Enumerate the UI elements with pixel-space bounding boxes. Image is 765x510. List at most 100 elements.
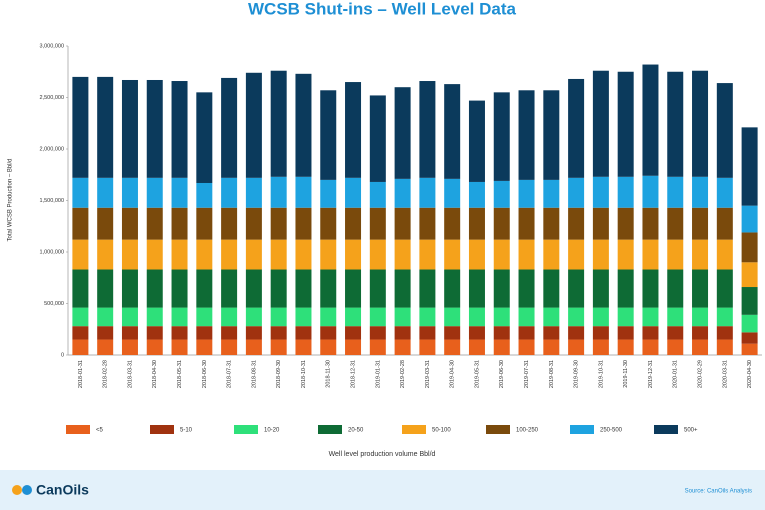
bar-segment [97, 76, 114, 178]
bar-segment [270, 207, 287, 240]
bar-segment [221, 239, 238, 270]
legend-label: 5-10 [180, 428, 193, 434]
bar-segment [592, 176, 609, 208]
bar-segment [97, 326, 114, 340]
bar-segment [221, 326, 238, 340]
bar-segment [121, 326, 138, 340]
bar-segment [245, 177, 262, 208]
bar-segment [741, 232, 758, 263]
bar-segment [245, 207, 262, 240]
bar-segment [568, 239, 585, 270]
x-tick-label: 2018-01-31 [78, 360, 84, 388]
bar-segment [419, 269, 436, 308]
x-tick-label: 2018-09-30 [276, 360, 282, 388]
bar-segment [121, 339, 138, 355]
bar-segment [518, 269, 535, 308]
bar-segment [642, 64, 659, 176]
bar-segment [221, 77, 238, 178]
bar-segment [543, 269, 560, 308]
bar-segment [543, 207, 560, 240]
bar-segment [642, 307, 659, 327]
bar-segment [72, 307, 89, 327]
bar-segment [741, 287, 758, 315]
bar-segment [642, 269, 659, 308]
bar-segment [196, 307, 213, 327]
bar-segment [642, 339, 659, 355]
bar-segment [518, 179, 535, 208]
bar-segment [146, 177, 163, 208]
bar-segment [444, 339, 461, 355]
bar-segment [369, 269, 386, 308]
bar-segment [295, 269, 312, 308]
bar-segment [369, 181, 386, 208]
bar-segment [97, 269, 114, 308]
x-tick-label: 2019-10-31 [598, 360, 604, 388]
bar-segment [320, 339, 337, 355]
x-tick-label: 2018-08-31 [251, 360, 257, 388]
bar-segment [345, 269, 362, 308]
bar-segment [518, 239, 535, 270]
x-tick-label: 2019-04-30 [450, 360, 456, 388]
legend-label: 250-500 [600, 428, 623, 434]
bar-segment [320, 207, 337, 240]
bar-segment [345, 82, 362, 178]
legend-swatch [234, 425, 258, 434]
bar-segment [518, 339, 535, 355]
bar-segment [221, 269, 238, 308]
bar-segment [146, 307, 163, 327]
bar-segment [543, 339, 560, 355]
bar-segment [146, 269, 163, 308]
bar-segment [345, 307, 362, 327]
bar-segment [716, 239, 733, 270]
bar-segment [741, 332, 758, 344]
bar-segment [493, 92, 510, 181]
bar-segment [369, 239, 386, 270]
bar-segment [518, 207, 535, 240]
bar-segment [692, 176, 709, 208]
bar-segment [345, 326, 362, 340]
bar-segment [171, 269, 188, 308]
bar-segment [617, 71, 634, 177]
footer [0, 470, 765, 510]
x-tick-label: 2018-04-30 [152, 360, 158, 388]
bar-segment [221, 177, 238, 208]
logo-dot [22, 485, 32, 495]
bar-segment [345, 239, 362, 270]
bar-segment [568, 78, 585, 178]
bar-segment [518, 307, 535, 327]
legend-swatch [66, 425, 90, 434]
x-tick-label: 2018-12-31 [350, 360, 356, 388]
bar-segment [369, 307, 386, 327]
bar-segment [270, 339, 287, 355]
bar-segment [518, 90, 535, 180]
bar-segment [72, 207, 89, 240]
bar-segment [295, 73, 312, 177]
bar-segment [121, 239, 138, 270]
bar-segment [121, 269, 138, 308]
bar-segment [146, 79, 163, 178]
bar-segment [394, 239, 411, 270]
bar-segment [221, 207, 238, 240]
bar-segment [146, 339, 163, 355]
bar-segment [741, 314, 758, 333]
legend-title: Well level production volume Bbl/d [329, 451, 436, 458]
bar-segment [72, 76, 89, 178]
bar-segment [369, 326, 386, 340]
bar-segment [468, 239, 485, 270]
bar-segment [295, 207, 312, 240]
bar-segment [716, 207, 733, 240]
bar-segment [444, 178, 461, 208]
bar-segment [493, 207, 510, 240]
legend-label: 100-250 [516, 428, 539, 434]
bar-segment [493, 307, 510, 327]
bar-segment [320, 90, 337, 180]
bar-segment [419, 207, 436, 240]
bar-segment [741, 343, 758, 355]
bar-segment [617, 207, 634, 240]
bar-segment [394, 326, 411, 340]
legend-swatch [402, 425, 426, 434]
x-tick-label: 2018-03-31 [127, 360, 133, 388]
bar-segment [394, 207, 411, 240]
bar-segment [419, 177, 436, 208]
brand: CanOils [36, 482, 89, 498]
